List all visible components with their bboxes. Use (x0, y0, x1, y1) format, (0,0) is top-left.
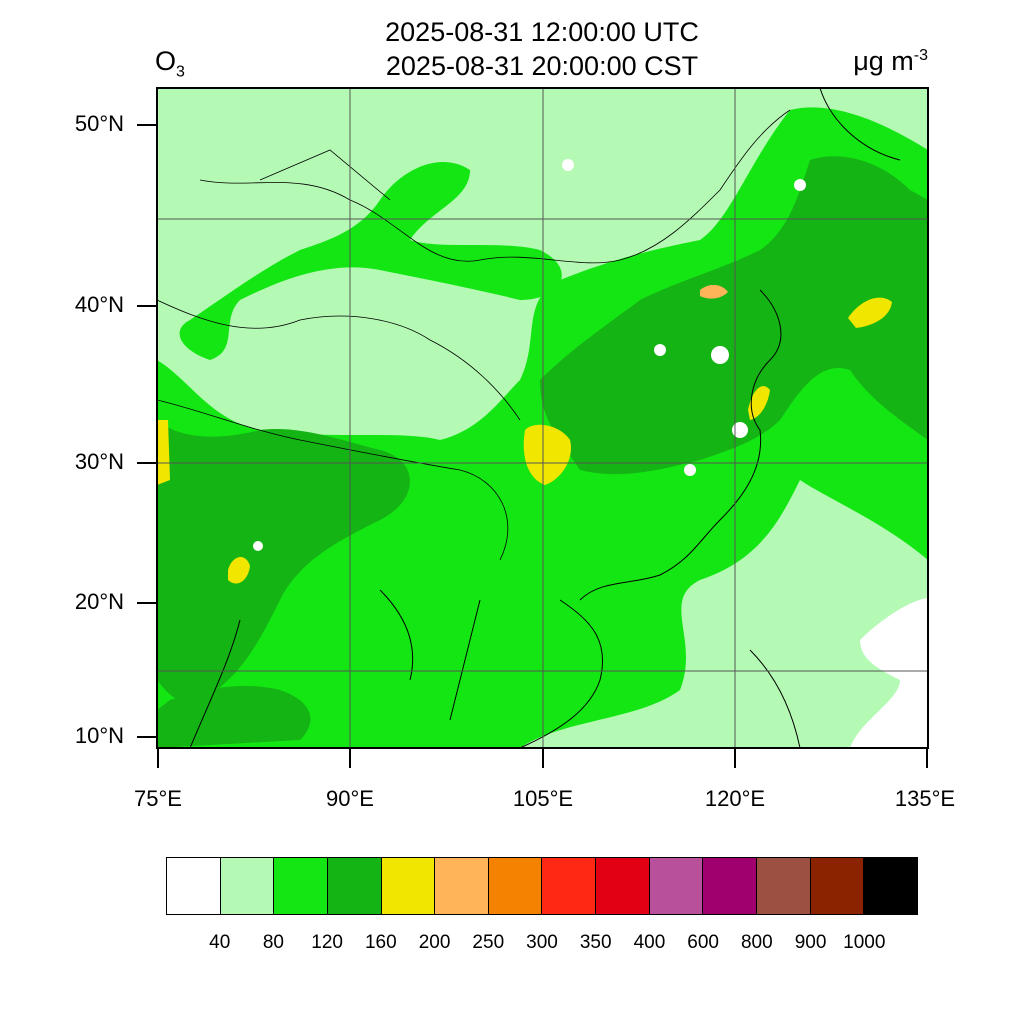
field-80-120-north (179, 161, 562, 360)
field-below-40-spot6 (684, 464, 696, 476)
colorbar-label-160: 160 (364, 932, 397, 953)
colorbar-box-8 (596, 858, 650, 914)
field-160-200-korea (848, 297, 892, 328)
colorbar-label-40: 40 (209, 932, 231, 953)
colorbar-box-0 (167, 858, 221, 914)
colorbar (166, 857, 918, 915)
lon-label-135: 135°E (894, 786, 956, 811)
map-panel (137, 87, 929, 768)
colorbar-label-600: 600 (687, 932, 719, 953)
colorbar-box-10 (703, 858, 758, 914)
colorbar-label-350: 350 (579, 932, 612, 953)
lat-label-20: 20°N (74, 589, 124, 614)
field-120-160-bay (157, 685, 311, 748)
variable-base: O (155, 46, 177, 76)
unit-label: μg m-3 (853, 46, 928, 77)
colorbar-label-120: 120 (311, 932, 343, 953)
lat-label-40: 40°N (74, 292, 124, 317)
colorbar-label-250: 250 (472, 932, 505, 953)
colorbar-label-900: 900 (794, 932, 827, 953)
map-grid (157, 88, 928, 748)
colorbar-label-300: 300 (526, 932, 558, 953)
lat-label-30: 30°N (74, 449, 124, 474)
coastline (189, 88, 901, 748)
field-160-200-coast (748, 386, 770, 420)
field-160-200-sichuan (523, 424, 571, 485)
field-160-200-india (228, 556, 250, 584)
colorbar-box-2 (274, 858, 328, 914)
lat-label-10: 10°N (74, 723, 124, 748)
title-cst: 2025-08-31 20:00:00 CST (385, 51, 699, 81)
colorbar-box-3 (327, 858, 382, 914)
colorbar-box-13 (864, 858, 917, 914)
axis-ticks (137, 124, 928, 768)
lon-label-120: 120°E (704, 786, 766, 811)
unit-base: μg m (853, 46, 914, 76)
country-borders (157, 109, 791, 561)
colorbar-label-200: 200 (418, 932, 451, 953)
lon-label-105: 105°E (512, 786, 574, 811)
field-below-40-spot2 (711, 346, 729, 364)
field-160-200-west (157, 420, 170, 485)
colorbar-box-6 (488, 858, 543, 914)
field-below-40-pacific (850, 598, 928, 748)
variable-subscript: 3 (176, 63, 185, 81)
field-below-40-spot7 (253, 541, 263, 551)
variable-label: O3 (155, 46, 185, 81)
colorbar-box-9 (649, 858, 704, 914)
colorbar-box-7 (542, 858, 597, 914)
title-utc: 2025-08-31 12:00:00 UTC (385, 17, 699, 47)
colorbar-box-11 (757, 858, 811, 914)
field-below-40-spot4 (654, 344, 666, 356)
colorbar-box-5 (435, 858, 489, 914)
field-200-250-beijing (700, 284, 728, 299)
field-120-160-tibet (157, 420, 410, 703)
field-below-40-spot1 (562, 159, 574, 171)
colorbar-box-4 (381, 858, 436, 914)
colorbar-label-80: 80 (262, 932, 284, 953)
colorbar-label-1000: 1000 (843, 932, 886, 953)
colorbar-box-1 (220, 858, 275, 914)
field-below-40-spot5 (794, 179, 806, 191)
unit-superscript: -3 (913, 47, 928, 64)
colorbar-label-800: 800 (740, 932, 773, 953)
lat-label-50: 50°N (74, 111, 124, 136)
colorbar-box-12 (810, 858, 865, 914)
lon-label-75: 75°E (134, 786, 182, 811)
field-120-160-east (540, 156, 928, 475)
field-below-40-spot3 (732, 422, 748, 438)
colorbar-label-400: 400 (633, 932, 666, 953)
lon-label-90: 90°E (326, 786, 374, 811)
